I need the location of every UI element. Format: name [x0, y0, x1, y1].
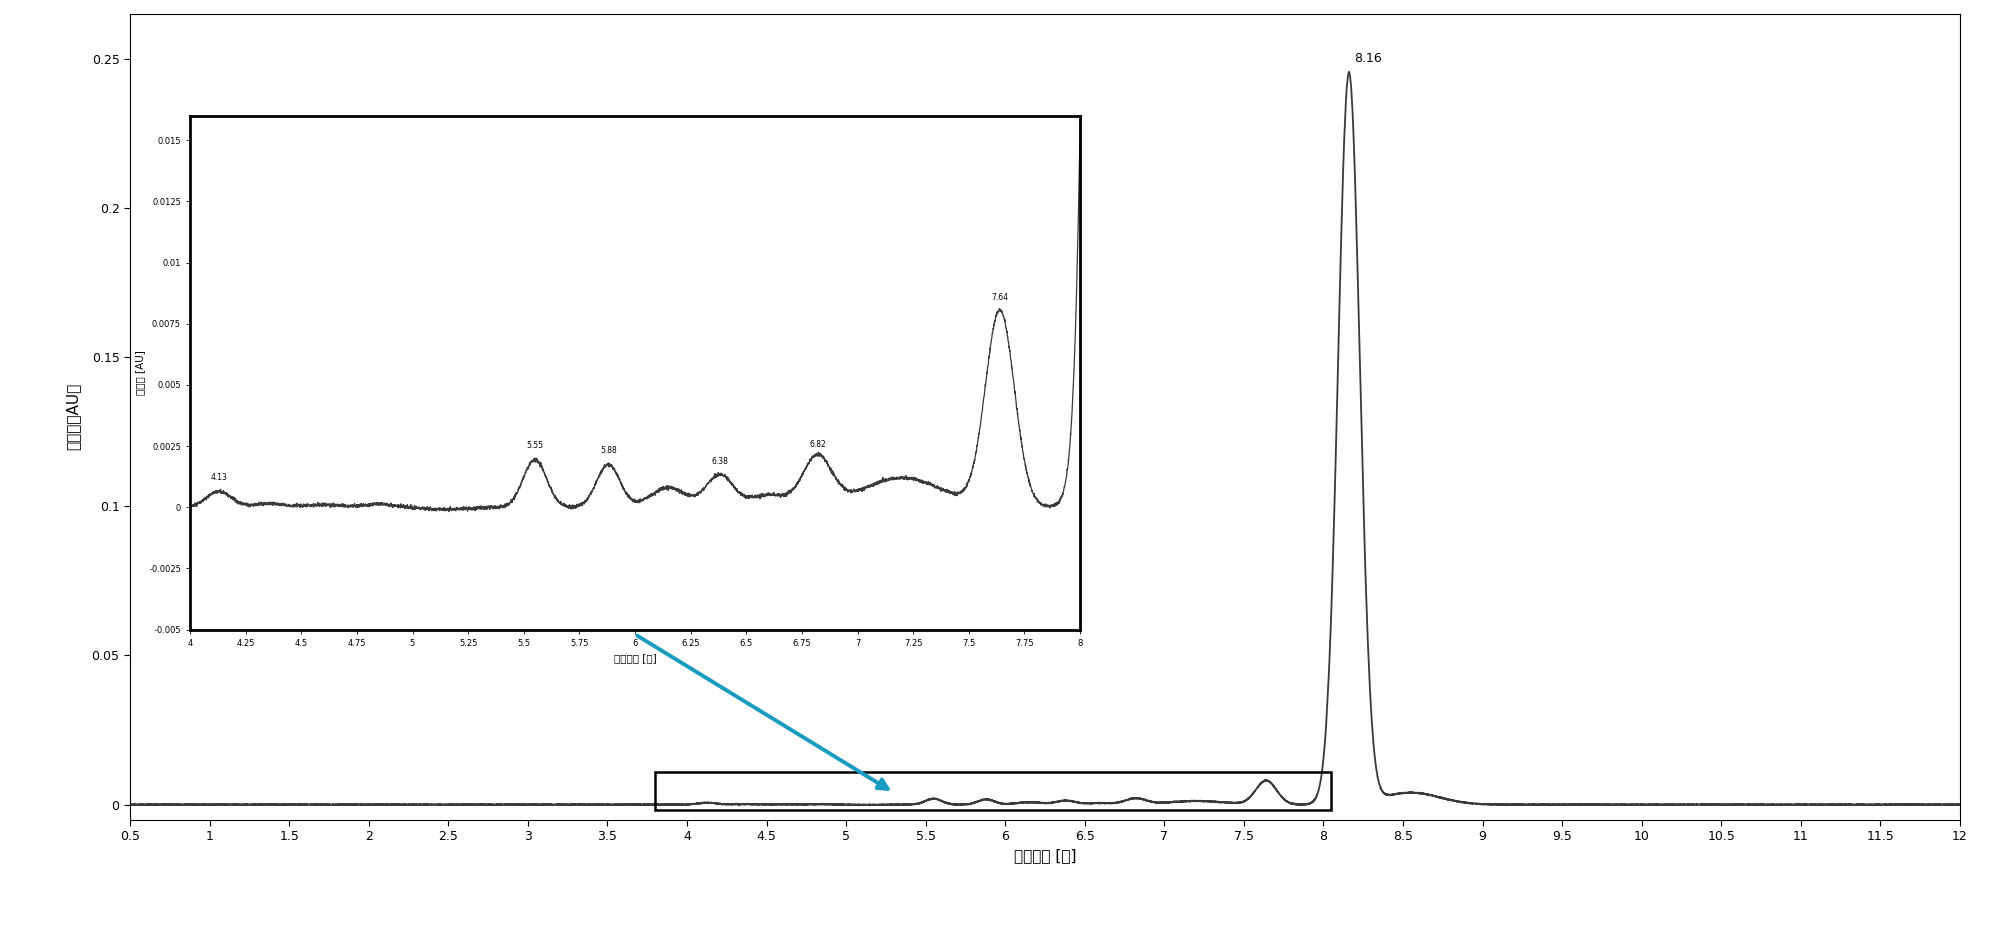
- Text: 5.55: 5.55: [526, 441, 544, 450]
- Text: 6.82: 6.82: [810, 440, 826, 448]
- Text: 8.16: 8.16: [1354, 52, 1382, 65]
- Y-axis label: 吸光度［AU］: 吸光度［AU］: [66, 383, 80, 450]
- Y-axis label: 吸光度 [AU]: 吸光度 [AU]: [134, 350, 144, 395]
- X-axis label: 保持時間 [分]: 保持時間 [分]: [1014, 848, 1076, 863]
- Bar: [656, 771, 1332, 810]
- Text: 4.13: 4.13: [210, 472, 228, 482]
- Text: 6.38: 6.38: [712, 457, 728, 466]
- X-axis label: 保持時間 [分]: 保持時間 [分]: [614, 653, 656, 663]
- Text: 7.64: 7.64: [992, 293, 1008, 302]
- Text: 5.88: 5.88: [600, 445, 616, 455]
